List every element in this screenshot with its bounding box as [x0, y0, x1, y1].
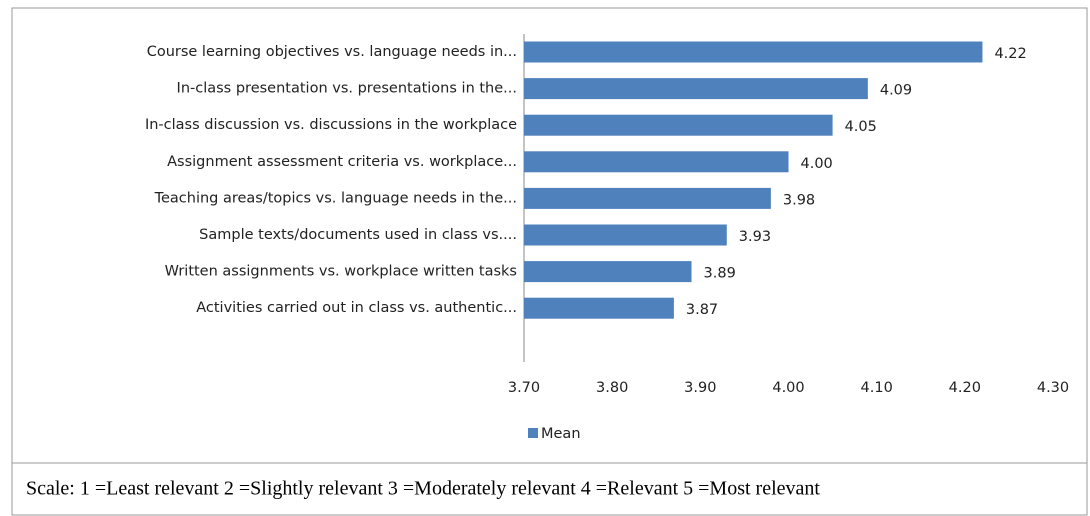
bar [524, 187, 771, 209]
caption: Scale: 1 =Least relevant 2 =Slightly rel… [26, 478, 820, 500]
y-tick-label: In-class presentation vs. presentations … [177, 81, 517, 97]
legend-swatch [528, 428, 538, 438]
bar [524, 261, 692, 283]
y-tick-label: Sample texts/documents used in class vs.… [199, 227, 517, 243]
bar [524, 41, 983, 63]
data-label: 3.89 [704, 266, 736, 282]
y-tick-label: In-class discussion vs. discussions in t… [145, 117, 517, 133]
data-label: 3.87 [686, 302, 718, 318]
bar [524, 224, 727, 246]
caption-frame [11, 462, 1088, 516]
data-label: 4.05 [845, 119, 877, 135]
data-label: 4.22 [994, 46, 1026, 62]
legend-label: Mean [541, 426, 581, 442]
x-tick-label: 4.20 [949, 380, 981, 396]
data-label: 3.98 [783, 192, 815, 208]
y-tick-label: Written assignments vs. workplace writte… [165, 264, 517, 280]
x-tick-label: 4.10 [861, 380, 893, 396]
data-label: 4.09 [880, 83, 912, 99]
data-label: 3.93 [739, 229, 771, 245]
y-tick-label: Course learning objectives vs. language … [147, 44, 517, 60]
bar [524, 78, 868, 100]
bar [524, 151, 789, 173]
y-tick-label: Teaching areas/topics vs. language needs… [154, 190, 517, 206]
data-label: 4.00 [801, 156, 833, 172]
x-tick-label: 4.00 [772, 380, 804, 396]
x-tick-label: 3.70 [508, 380, 540, 396]
y-tick-label: Activities carried out in class vs. auth… [196, 300, 517, 316]
bar [524, 114, 833, 136]
x-tick-label: 3.90 [684, 380, 716, 396]
y-tick-label: Assignment assessment criteria vs. workp… [167, 154, 517, 170]
x-tick-label: 4.30 [1037, 380, 1069, 396]
x-tick-label: 3.80 [596, 380, 628, 396]
bar [524, 297, 674, 319]
